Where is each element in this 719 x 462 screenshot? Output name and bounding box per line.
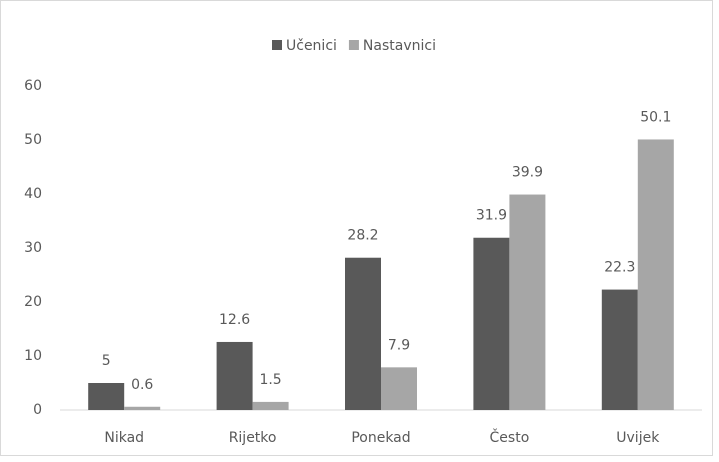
y-tick-label: 0 bbox=[33, 402, 42, 418]
y-tick-label: 60 bbox=[24, 78, 42, 94]
x-tick-label: Često bbox=[490, 428, 530, 446]
data-label: 50.1 bbox=[640, 109, 671, 125]
data-label: 12.6 bbox=[219, 312, 250, 328]
bar bbox=[601, 289, 638, 410]
bar bbox=[637, 139, 674, 410]
data-label: 28.2 bbox=[347, 228, 378, 244]
data-label: 7.9 bbox=[388, 337, 410, 353]
data-label: 22.3 bbox=[604, 260, 635, 276]
legend-swatch bbox=[272, 40, 282, 50]
y-tick-label: 50 bbox=[24, 132, 42, 148]
y-tick-label: 30 bbox=[24, 240, 42, 256]
data-label: 39.9 bbox=[512, 165, 543, 181]
bar bbox=[509, 194, 546, 410]
bar bbox=[252, 401, 289, 410]
bar bbox=[216, 341, 253, 410]
bar bbox=[124, 406, 161, 410]
bar bbox=[381, 367, 417, 410]
y-tick-label: 20 bbox=[24, 294, 42, 310]
data-label: 1.5 bbox=[259, 372, 281, 388]
bar bbox=[345, 257, 381, 410]
legend-swatch bbox=[348, 40, 359, 50]
x-tick-label: Nikad bbox=[104, 430, 144, 446]
data-label: 31.9 bbox=[476, 208, 507, 224]
x-tick-label: Uvijek bbox=[616, 430, 660, 446]
bar bbox=[473, 237, 510, 410]
y-tick-label: 40 bbox=[24, 186, 42, 202]
legend-label: Učenici bbox=[286, 38, 337, 54]
legend-label: Nastavnici bbox=[363, 38, 436, 54]
data-label: 0.6 bbox=[131, 377, 153, 393]
x-tick-label: Rijetko bbox=[229, 430, 277, 446]
y-tick-label: 10 bbox=[24, 348, 42, 364]
bar bbox=[88, 383, 125, 410]
data-label: 5 bbox=[102, 353, 111, 369]
x-tick-label: Ponekad bbox=[351, 430, 410, 446]
